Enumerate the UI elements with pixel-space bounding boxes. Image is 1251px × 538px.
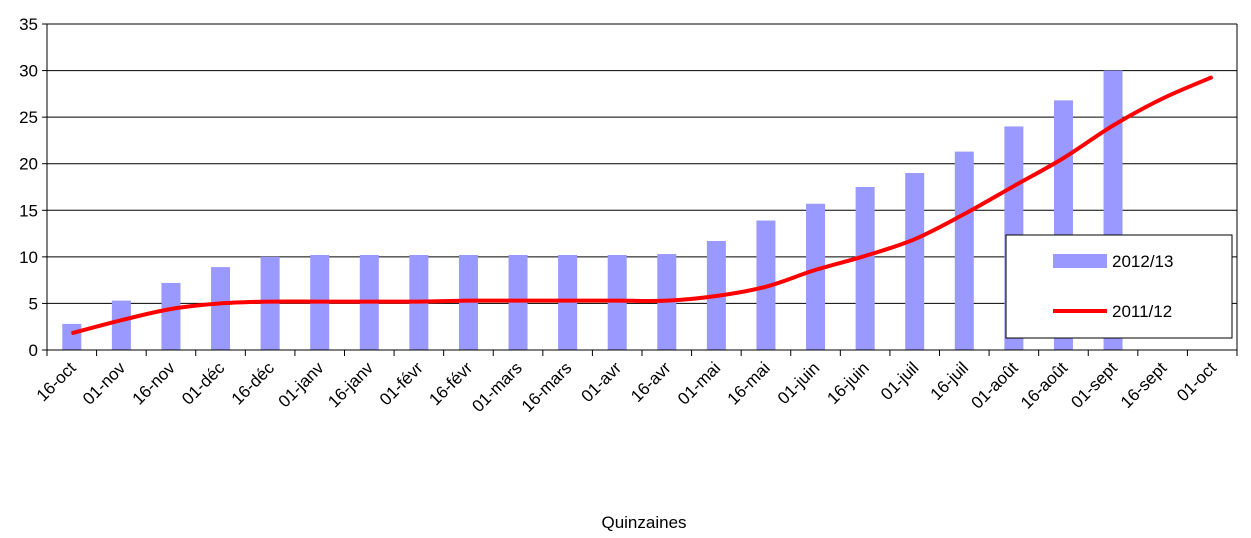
- bar-01-juil: [905, 173, 925, 350]
- x-tick-label-01-avr: 01-avr: [578, 358, 626, 406]
- x-axis-title: Quinzaines: [601, 513, 686, 532]
- x-tick-label-01-mars: 01-mars: [468, 358, 526, 416]
- point-2011-12-01-sept: [1112, 124, 1114, 127]
- point-2011-12-01-mai: [715, 295, 718, 297]
- x-tick-label-01-nov: 01-nov: [79, 358, 130, 409]
- x-tick-label-16-aout: 16-août: [1017, 358, 1071, 412]
- point-2011-12-16-aout: [1062, 157, 1065, 159]
- x-tick-label-01-mai: 01-mai: [674, 358, 724, 408]
- y-tick-label: 35: [19, 15, 38, 34]
- bar-16-juil: [954, 151, 974, 350]
- x-tick-label-01-juil: 01-juil: [877, 358, 923, 404]
- point-2011-12-16-janv: [368, 300, 371, 303]
- point-2011-12-16-oct: [70, 332, 73, 335]
- legend-box: [1005, 234, 1233, 339]
- x-tick-label-16-juin: 16-juin: [823, 358, 873, 408]
- y-tick-label: 25: [19, 108, 38, 127]
- point-2011-12-01-mars: [517, 299, 519, 302]
- point-2011-12-16-nov: [170, 308, 172, 310]
- x-tick-label-16-dec: 16-déc: [228, 358, 279, 409]
- bar-16-oct: [62, 323, 82, 350]
- bar-01-nov: [111, 300, 131, 350]
- point-2011-12-01-aout: [1013, 185, 1015, 187]
- bar-01-juin: [806, 203, 826, 350]
- point-2011-12-01-nov: [120, 319, 123, 321]
- x-tick-label-16-oct: 16-oct: [33, 358, 80, 405]
- legend-swatch-2012-13: [1053, 254, 1107, 268]
- bar-16-juin: [855, 187, 875, 350]
- point-2011-12-01-juil: [913, 238, 916, 240]
- point-2011-12-16-sept: [1161, 97, 1164, 100]
- y-tick-label: 0: [29, 341, 38, 360]
- x-tick-label-16-janv: 16-janv: [324, 358, 377, 411]
- x-tick-label-01-sept: 01-sept: [1067, 358, 1121, 412]
- line-2011-12: [71, 75, 1214, 336]
- x-tick-label-16-avr: 16-avr: [627, 358, 675, 406]
- x-tick-label-16-mars: 16-mars: [518, 358, 576, 416]
- x-tick-labels: 16-oct 01-nov 16-nov 01-déc 16-déc01-janv16-…: [33, 358, 1220, 416]
- bar-16-nov: [161, 282, 181, 350]
- point-2011-12-16-dec: [269, 300, 271, 303]
- point-2011-12-01-avr: [616, 299, 619, 302]
- point-2011-12-16-avr: [665, 299, 668, 302]
- legend: 2012/13 2011/12: [1005, 234, 1233, 339]
- point-2011-12-16-mars: [566, 299, 569, 302]
- x-tick-label-01-oct: 01-oct: [1173, 358, 1220, 405]
- legend-label-2012-13: 2012/13: [1112, 252, 1173, 271]
- bar-01-dec: [211, 267, 231, 350]
- point-2011-12-01-dec: [219, 302, 222, 305]
- y-tick-label: 30: [19, 62, 38, 81]
- point-2011-12-01-juin: [814, 269, 817, 271]
- line-series: [70, 75, 1214, 336]
- point-2011-12-01-fevr: [418, 300, 420, 303]
- point-2011-12-16-juil: [963, 213, 966, 215]
- y-tick-label: 10: [19, 248, 38, 267]
- axes: [42, 23, 1238, 356]
- x-tick-label-16-nov: 16-nov: [129, 358, 180, 409]
- point-2011-12-01-oct: [1211, 76, 1214, 78]
- x-tick-label-01-aout: 01-août: [967, 358, 1021, 412]
- x-tick-label-16-sept: 16-sept: [1117, 358, 1171, 412]
- x-tick-label-16-mai: 16-mai: [724, 358, 774, 408]
- x-tick-label-16-juil: 16-juil: [927, 358, 973, 404]
- point-2011-12-16-mai: [765, 285, 767, 288]
- y-tick-label: 20: [19, 155, 38, 174]
- point-2011-12-16-juin: [864, 255, 866, 257]
- x-tick-label-01-janv: 01-janv: [275, 358, 328, 411]
- x-tick-label-01-juin: 01-juin: [774, 358, 824, 408]
- y-tick-label: 5: [29, 294, 38, 313]
- x-tick-label-01-dec: 01-déc: [178, 358, 229, 409]
- point-2011-12-01-janv: [318, 300, 321, 303]
- gridlines: [47, 23, 1237, 304]
- x-tick-label-01-fevr: 01-févr: [376, 358, 427, 409]
- point-2011-12-16-fevr: [467, 299, 470, 302]
- y-tick-labels: 0 5 10 15 20 25 30 35: [19, 15, 38, 360]
- y-tick-label: 15: [19, 201, 38, 220]
- legend-label-2011-12: 2011/12: [1112, 302, 1172, 321]
